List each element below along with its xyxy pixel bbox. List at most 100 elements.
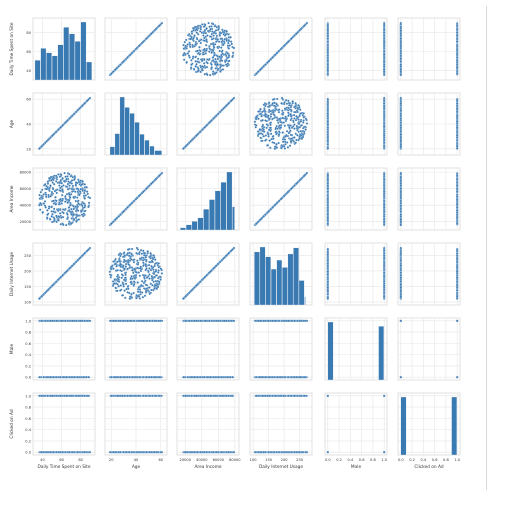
- scatter-point: [44, 200, 46, 202]
- histogram-bar: [35, 60, 40, 80]
- scatter-point: [263, 135, 265, 137]
- scatter-point: [269, 124, 271, 126]
- scatter-point: [161, 172, 163, 174]
- scatter-point: [232, 52, 234, 54]
- scatter-point: [383, 111, 385, 113]
- scatter-point: [204, 24, 206, 26]
- scatter-point: [278, 130, 280, 132]
- scatter-point: [288, 126, 290, 128]
- scatter-point: [301, 124, 303, 126]
- scatter-point: [456, 38, 458, 40]
- scatter-point: [71, 188, 73, 190]
- scatter-point: [204, 40, 206, 42]
- scatter-point: [142, 191, 144, 193]
- scatter-point: [71, 210, 73, 212]
- scatter-point: [196, 38, 198, 40]
- scatter-point: [456, 41, 458, 43]
- scatter-point: [456, 62, 458, 64]
- scatter-point: [215, 115, 217, 117]
- scatter-point: [182, 147, 184, 149]
- scatter-point: [189, 38, 191, 40]
- scatter-point: [188, 50, 190, 52]
- scatter-point: [274, 117, 276, 119]
- histogram-bar: [198, 218, 203, 230]
- scatter-point: [287, 109, 289, 111]
- scatter-point: [207, 22, 209, 24]
- scatter-point: [259, 113, 261, 115]
- scatter-point: [259, 133, 261, 135]
- scatter-point: [112, 221, 114, 223]
- scatter-point: [278, 50, 280, 52]
- scatter-point: [228, 33, 230, 35]
- scatter-point: [155, 28, 157, 30]
- scatter-point: [203, 62, 205, 64]
- histogram-bar: [215, 191, 220, 230]
- scatter-point: [276, 103, 278, 105]
- scatter-point: [327, 73, 329, 75]
- scatter-point: [297, 104, 299, 106]
- histogram-bar: [209, 200, 214, 230]
- scatter-point: [193, 34, 195, 36]
- scatter-point: [216, 46, 218, 48]
- scatter-point: [216, 63, 218, 65]
- scatter-point: [201, 23, 203, 25]
- scatter-point: [217, 58, 219, 60]
- scatter-point: [257, 71, 259, 73]
- scatter-point: [212, 50, 214, 52]
- scatter-point: [400, 60, 402, 62]
- scatter-point: [57, 173, 59, 175]
- scatter-point: [206, 66, 208, 68]
- scatter-point: [276, 98, 278, 100]
- scatter-point: [289, 102, 291, 104]
- scatter-point: [70, 223, 72, 225]
- scatter-point: [400, 109, 402, 111]
- scatter-point: [64, 176, 66, 178]
- scatter-point: [184, 41, 186, 43]
- scatter-point: [383, 28, 385, 30]
- histogram-bar: [69, 34, 74, 80]
- scatter-point: [41, 189, 43, 191]
- scatter-point: [383, 50, 385, 52]
- scatter-point: [272, 136, 274, 138]
- scatter-point: [278, 108, 280, 110]
- scatter-point: [327, 68, 329, 70]
- scatter-point: [211, 66, 213, 68]
- scatter-point: [191, 31, 193, 33]
- scatter-point: [304, 129, 306, 131]
- scatter-point: [59, 212, 61, 214]
- scatter-point: [193, 136, 195, 138]
- scatter-point: [48, 207, 50, 209]
- scatter-point: [119, 63, 121, 65]
- scatter-point: [284, 108, 286, 110]
- scatter-point: [60, 174, 62, 176]
- histogram-bar: [140, 134, 145, 155]
- scatter-point: [55, 215, 57, 217]
- scatter-point: [270, 113, 272, 115]
- scatter-point: [47, 181, 49, 183]
- scatter-point: [264, 119, 266, 121]
- scatter-point: [383, 126, 385, 128]
- histogram-bar: [110, 147, 115, 155]
- scatter-point: [46, 209, 48, 211]
- scatter-point: [73, 208, 75, 210]
- scatter-point: [45, 188, 47, 190]
- scatter-point: [200, 42, 202, 44]
- scatter-point: [129, 204, 131, 206]
- scatter-point: [270, 133, 272, 135]
- scatter-point: [293, 114, 295, 116]
- scatter-point: [327, 143, 329, 145]
- histogram-bar: [221, 182, 226, 230]
- scatter-point: [43, 193, 45, 195]
- scatter-point: [456, 25, 458, 27]
- scatter-point: [62, 184, 64, 186]
- scatter-point: [52, 200, 54, 202]
- scatter-point: [262, 124, 264, 126]
- scatter-point: [297, 111, 299, 113]
- scatter-point: [400, 139, 402, 141]
- scatter-point: [269, 140, 271, 142]
- scatter-point: [290, 115, 292, 117]
- scatter-point: [199, 131, 201, 133]
- scatter-point: [133, 50, 135, 52]
- subplot-r2-c2: [177, 168, 239, 230]
- scatter-point: [287, 100, 289, 102]
